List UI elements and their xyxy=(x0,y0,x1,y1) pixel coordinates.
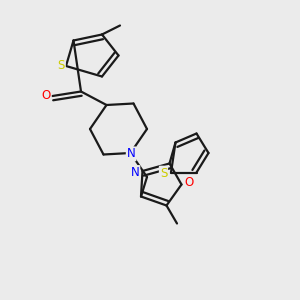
Text: N: N xyxy=(130,166,140,179)
Text: O: O xyxy=(41,89,50,102)
Text: O: O xyxy=(184,176,194,190)
Text: S: S xyxy=(160,167,167,180)
Text: S: S xyxy=(58,59,65,72)
Text: N: N xyxy=(127,147,136,161)
